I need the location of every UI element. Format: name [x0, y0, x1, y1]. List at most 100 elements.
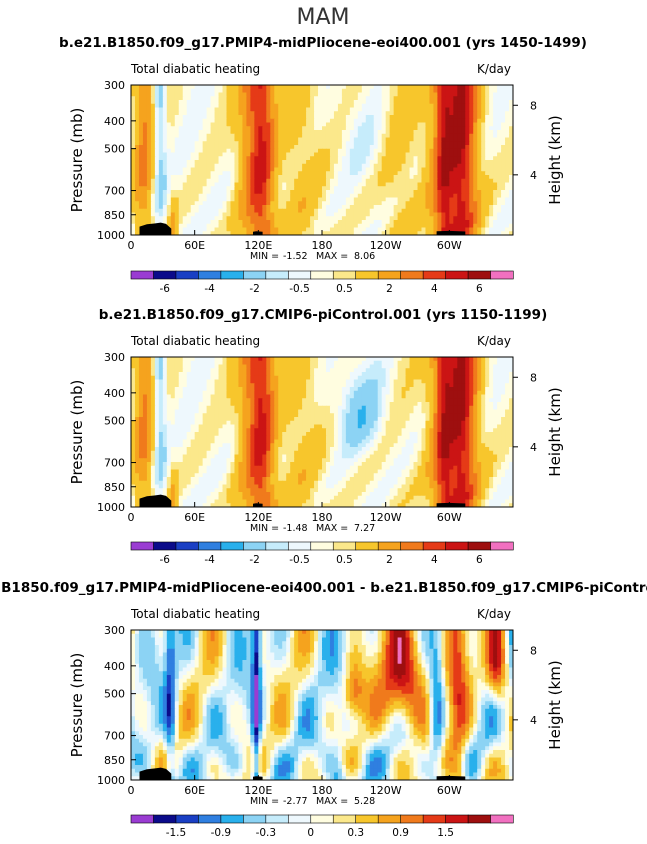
heatmap-cell	[154, 216, 160, 221]
heatmap-cell	[290, 171, 295, 176]
heatmap-cell	[333, 88, 339, 94]
heatmap-cell	[246, 368, 251, 373]
heatmap-cell	[298, 379, 303, 384]
chart-panel: b.e21.B1850.f09_g17.PMIP4-midPliocene-eo…	[59, 35, 587, 295]
heatmap-cell	[254, 137, 259, 142]
heatmap-cell	[425, 193, 431, 199]
heatmap-cell	[170, 390, 176, 396]
heatmap-cell	[298, 394, 303, 399]
heatmap-cell	[405, 171, 411, 176]
heatmap-cell	[497, 190, 502, 195]
heatmap-cell	[322, 368, 327, 373]
heatmap-cell	[477, 96, 482, 101]
heatmap-cell	[505, 216, 510, 221]
heatmap-cell	[357, 126, 363, 131]
heatmap-cell	[142, 100, 148, 105]
heatmap-cell	[337, 137, 343, 142]
heatmap-cell	[134, 190, 140, 195]
heatmap-cell	[302, 111, 307, 116]
heatmap-cell	[298, 375, 303, 381]
heatmap-cell	[198, 148, 204, 154]
heatmap-cell	[302, 190, 307, 195]
heatmap-cell	[437, 394, 442, 399]
heatmap-cell	[429, 205, 435, 210]
heatmap-cell	[162, 212, 168, 217]
heatmap-cell	[322, 231, 327, 235]
heatmap-cell	[469, 163, 474, 169]
heatmap-cell	[325, 160, 331, 165]
heatmap-cell	[254, 118, 259, 124]
heatmap-cell	[433, 100, 438, 105]
heatmap-cell	[262, 390, 267, 396]
heatmap-cell	[441, 163, 446, 169]
heatmap-cell	[286, 115, 291, 120]
heatmap-cell	[397, 160, 403, 165]
heatmap-cell	[325, 394, 331, 399]
heatmap-cell	[353, 115, 359, 120]
heatmap-cell	[425, 379, 431, 384]
heatmap-cell	[489, 227, 494, 232]
heatmap-cell	[206, 88, 212, 94]
heatmap-cell	[437, 100, 442, 105]
heatmap-cell	[250, 133, 255, 139]
heatmap-cell	[182, 167, 188, 172]
heatmap-cell	[262, 145, 267, 150]
heatmap-cell	[266, 360, 271, 366]
heatmap-cell	[325, 178, 331, 184]
heatmap-cell	[349, 152, 355, 157]
heatmap-cell	[389, 145, 395, 150]
heatmap-cell	[477, 163, 482, 169]
heatmap-cell	[246, 133, 251, 139]
heatmap-cell	[134, 175, 140, 180]
heatmap-cell	[385, 216, 391, 221]
heatmap-cell	[509, 368, 513, 373]
heatmap-cell	[250, 379, 255, 384]
heatmap-cell	[445, 152, 450, 157]
heatmap-cell	[397, 182, 403, 187]
heatmap-cell	[262, 122, 267, 127]
heatmap-cell	[401, 145, 407, 150]
heatmap-cell	[365, 186, 371, 191]
heatmap-cell	[329, 383, 335, 388]
heatmap-cell	[154, 96, 160, 101]
topography	[139, 222, 172, 235]
heatmap-cell	[413, 375, 419, 381]
heatmap-cell	[505, 190, 510, 195]
heatmap-cell	[485, 357, 490, 362]
max-value: 8.06	[354, 251, 375, 262]
heatmap-cell	[369, 133, 375, 139]
heatmap-cell	[162, 182, 168, 187]
heatmap-cell	[369, 152, 375, 157]
heatmap-cell	[306, 85, 311, 90]
heatmap-cell	[190, 223, 196, 229]
heatmap-cell	[258, 115, 263, 120]
heatmap-cell	[230, 126, 236, 131]
heatmap-cell	[405, 133, 411, 139]
heatmap-cell	[290, 375, 295, 381]
heatmap-cell	[417, 364, 423, 369]
heatmap-cell	[262, 88, 267, 94]
heatmap-cell	[429, 223, 435, 229]
heatmap-cell	[509, 122, 513, 127]
heatmap-cell	[170, 107, 176, 112]
heatmap-cell	[473, 216, 478, 221]
heatmap-cell	[286, 212, 291, 217]
heatmap-cell	[385, 148, 391, 154]
heatmap-cell	[234, 197, 240, 202]
heatmap-field	[131, 357, 513, 507]
heatmap-cell	[202, 103, 208, 109]
heatmap-cell	[234, 216, 240, 221]
heatmap-cell	[421, 387, 427, 392]
heatmap-cell	[433, 148, 438, 154]
heatmap-cell	[190, 141, 196, 146]
heatmap-cell	[505, 156, 510, 161]
heatmap-cell	[461, 387, 466, 392]
heatmap-cell	[206, 85, 212, 90]
heatmap-cell	[369, 223, 375, 229]
heatmap-cell	[266, 212, 271, 217]
heatmap-cell	[290, 137, 295, 142]
heatmap-cell	[214, 364, 220, 369]
heatmap-cell	[477, 160, 482, 165]
heatmap-cell	[306, 201, 311, 206]
heatmap-cell	[401, 357, 407, 362]
